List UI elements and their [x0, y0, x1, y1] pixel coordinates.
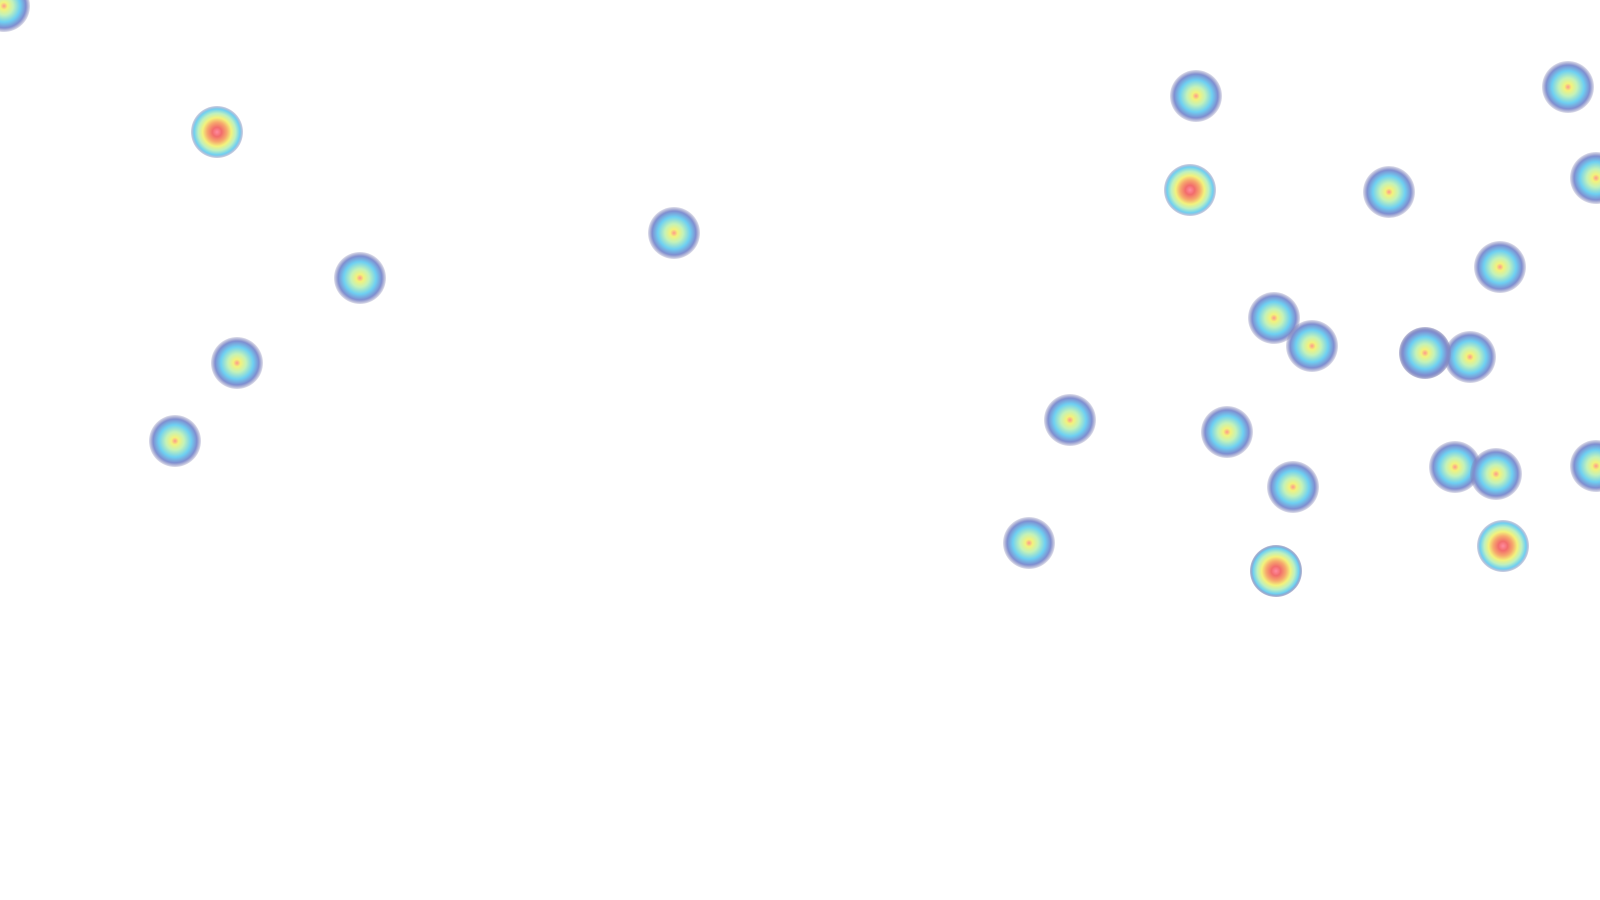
heat-point: [1248, 292, 1300, 344]
heat-point: [0, 0, 30, 32]
heat-point: [1250, 545, 1302, 597]
heat-point: [149, 415, 201, 467]
heat-point: [191, 106, 243, 158]
heat-point: [1570, 440, 1600, 492]
heat-point: [1470, 448, 1522, 500]
heat-point: [1201, 406, 1253, 458]
heat-point: [334, 252, 386, 304]
heat-point: [211, 337, 263, 389]
heat-point: [1570, 152, 1600, 204]
hotspot-group: [0, 0, 1600, 597]
heat-point: [1477, 520, 1529, 572]
heat-point: [1429, 441, 1481, 493]
heat-point: [1444, 331, 1496, 383]
heat-point: [1003, 517, 1055, 569]
heat-point: [1044, 394, 1096, 446]
heat-point: [1164, 164, 1216, 216]
heat-point: [1363, 166, 1415, 218]
heat-point: [648, 207, 700, 259]
heat-point: [1267, 461, 1319, 513]
heat-point: [1286, 320, 1338, 372]
heat-point: [1399, 327, 1451, 379]
heat-point: [1542, 61, 1594, 113]
heat-point: [1170, 70, 1222, 122]
heat-point: [1474, 241, 1526, 293]
